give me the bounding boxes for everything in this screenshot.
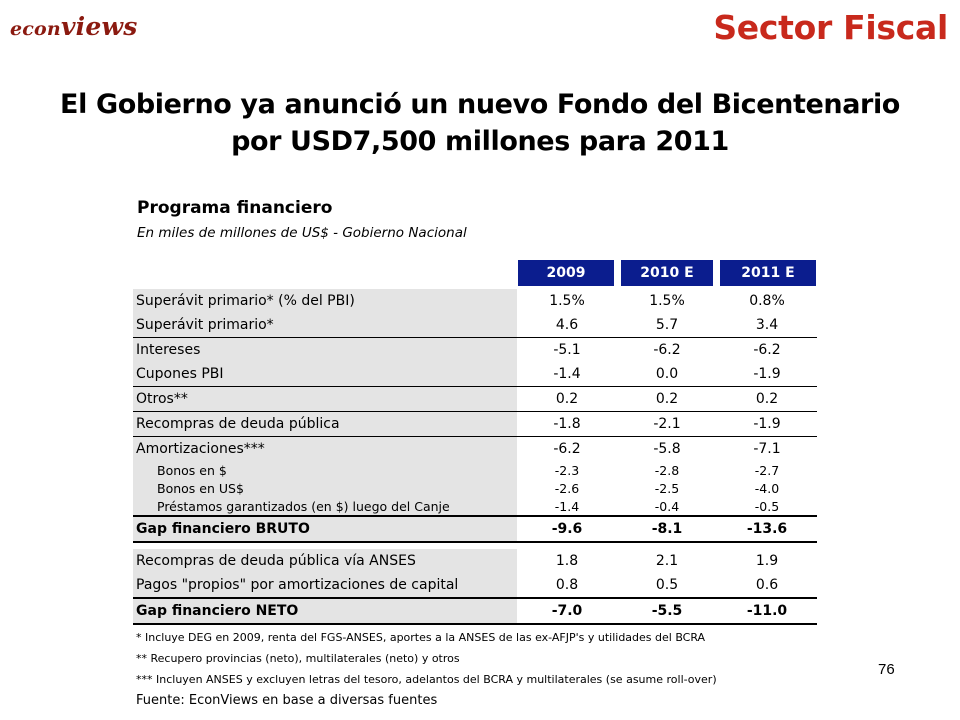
table-row: Préstamos garantizados (en $) luego del … <box>133 497 817 515</box>
cell-2011: -0.5 <box>754 498 780 514</box>
cell-2011: -13.6 <box>746 521 788 537</box>
cell-2009: -1.4 <box>553 366 581 382</box>
row-label: Cupones PBI <box>133 362 517 386</box>
cell-2010: 0.0 <box>655 366 679 382</box>
footnote-1: * Incluye DEG en 2009, renta del FGS-ANS… <box>136 631 706 644</box>
source-note: Fuente: EconViews en base a diversas fue… <box>136 693 438 708</box>
row-label: Gap financiero BRUTO <box>133 517 517 541</box>
cell-2010: 5.7 <box>655 317 679 333</box>
cell-2009: -1.4 <box>554 498 580 514</box>
footnote-3: *** Incluyen ANSES y excluyen letras del… <box>136 673 717 686</box>
table-row: Pagos "propios" por amortizaciones de ca… <box>133 573 817 597</box>
econviews-logo: econviews <box>10 12 138 41</box>
table-row: Recompras de deuda pública -1.8 -2.1 -1.… <box>133 412 817 437</box>
table-row: Cupones PBI -1.4 0.0 -1.9 <box>133 362 817 387</box>
cell-2009: -6.2 <box>553 441 581 457</box>
table-row: Gap financiero BRUTO -9.6 -8.1 -13.6 <box>133 515 817 543</box>
cell-2010: -2.8 <box>654 462 680 478</box>
section-title: Sector Fiscal <box>713 8 948 47</box>
row-label: Gap financiero NETO <box>133 599 517 623</box>
table-row: Intereses -5.1 -6.2 -6.2 <box>133 338 817 362</box>
cell-2010: -2.1 <box>653 416 681 432</box>
table-row: Bonos en US$ -2.6 -2.5 -4.0 <box>133 479 817 497</box>
cell-2009: -1.8 <box>553 416 581 432</box>
cell-2011: -4.0 <box>754 480 780 496</box>
cell-2011: -7.1 <box>753 441 781 457</box>
cell-2011: -1.9 <box>753 416 781 432</box>
cell-2011: 0.2 <box>755 391 779 407</box>
cell-2011: 1.9 <box>755 553 779 569</box>
table-row: Otros** 0.2 0.2 0.2 <box>133 387 817 412</box>
column-header-2011: 2011 E <box>720 260 816 286</box>
cell-2010: 2.1 <box>655 553 679 569</box>
cell-2011: 0.6 <box>755 577 779 593</box>
cell-2009: -5.1 <box>553 342 581 358</box>
row-label: Intereses <box>133 338 517 362</box>
cell-2009: -2.3 <box>554 462 580 478</box>
table-subtitle: En miles de millones de US$ - Gobierno N… <box>137 225 467 241</box>
cell-2010: -8.1 <box>651 521 683 537</box>
table-row: Superávit primario* 4.6 5.7 3.4 <box>133 313 817 338</box>
table-row: Recompras de deuda pública vía ANSES 1.8… <box>133 549 817 573</box>
cell-2009: 1.8 <box>555 553 579 569</box>
row-label: Superávit primario* (% del PBI) <box>133 289 517 313</box>
row-label: Otros** <box>133 387 517 411</box>
cell-2010: -5.5 <box>651 603 683 619</box>
financial-program-table: Superávit primario* (% del PBI) 1.5% 1.5… <box>133 289 817 625</box>
cell-2010: 1.5% <box>649 293 685 309</box>
row-label: Pagos "propios" por amortizaciones de ca… <box>133 573 517 597</box>
column-header-2009: 2009 <box>518 260 614 286</box>
row-label: Amortizaciones*** <box>133 437 517 461</box>
row-label: Bonos en US$ <box>133 479 517 497</box>
cell-2011: -2.7 <box>754 462 780 478</box>
cell-2011: 0.8% <box>749 293 785 309</box>
table-row: Superávit primario* (% del PBI) 1.5% 1.5… <box>133 289 817 313</box>
cell-2010: -5.8 <box>653 441 681 457</box>
cell-2011: -11.0 <box>746 603 788 619</box>
cell-2009: -7.0 <box>551 603 583 619</box>
row-label: Bonos en $ <box>133 461 517 479</box>
row-label: Recompras de deuda pública vía ANSES <box>133 549 517 573</box>
cell-2010: -6.2 <box>653 342 681 358</box>
cell-2011: -1.9 <box>753 366 781 382</box>
footnote-2: ** Recupero provincias (neto), multilate… <box>136 652 460 665</box>
cell-2009: 0.2 <box>555 391 579 407</box>
cell-2010: -2.5 <box>654 480 680 496</box>
row-label: Préstamos garantizados (en $) luego del … <box>133 497 517 515</box>
slide-headline: El Gobierno ya anunció un nuevo Fondo de… <box>0 86 960 160</box>
footnotes: * Incluye DEG en 2009, renta del FGS-ANS… <box>136 627 717 690</box>
cell-2009: 0.8 <box>555 577 579 593</box>
cell-2010: -0.4 <box>654 498 680 514</box>
cell-2010: 0.2 <box>655 391 679 407</box>
table-row: Bonos en $ -2.3 -2.8 -2.7 <box>133 461 817 479</box>
headline-line-2: por USD7,500 millones para 2011 <box>231 126 729 157</box>
column-header-2010: 2010 E <box>621 260 713 286</box>
table-title: Programa financiero <box>137 198 333 218</box>
row-label: Recompras de deuda pública <box>133 412 517 436</box>
cell-2009: -9.6 <box>551 521 583 537</box>
cell-2009: -2.6 <box>554 480 580 496</box>
cell-2009: 4.6 <box>555 317 579 333</box>
cell-2011: 3.4 <box>755 317 779 333</box>
cell-2011: -6.2 <box>753 342 781 358</box>
headline-line-1: El Gobierno ya anunció un nuevo Fondo de… <box>60 89 900 120</box>
page-number: 76 <box>878 661 895 678</box>
cell-2009: 1.5% <box>549 293 585 309</box>
cell-2010: 0.5 <box>655 577 679 593</box>
row-label: Superávit primario* <box>133 313 517 337</box>
table-row: Amortizaciones*** -6.2 -5.8 -7.1 <box>133 437 817 461</box>
table-row: Gap financiero NETO -7.0 -5.5 -11.0 <box>133 597 817 625</box>
